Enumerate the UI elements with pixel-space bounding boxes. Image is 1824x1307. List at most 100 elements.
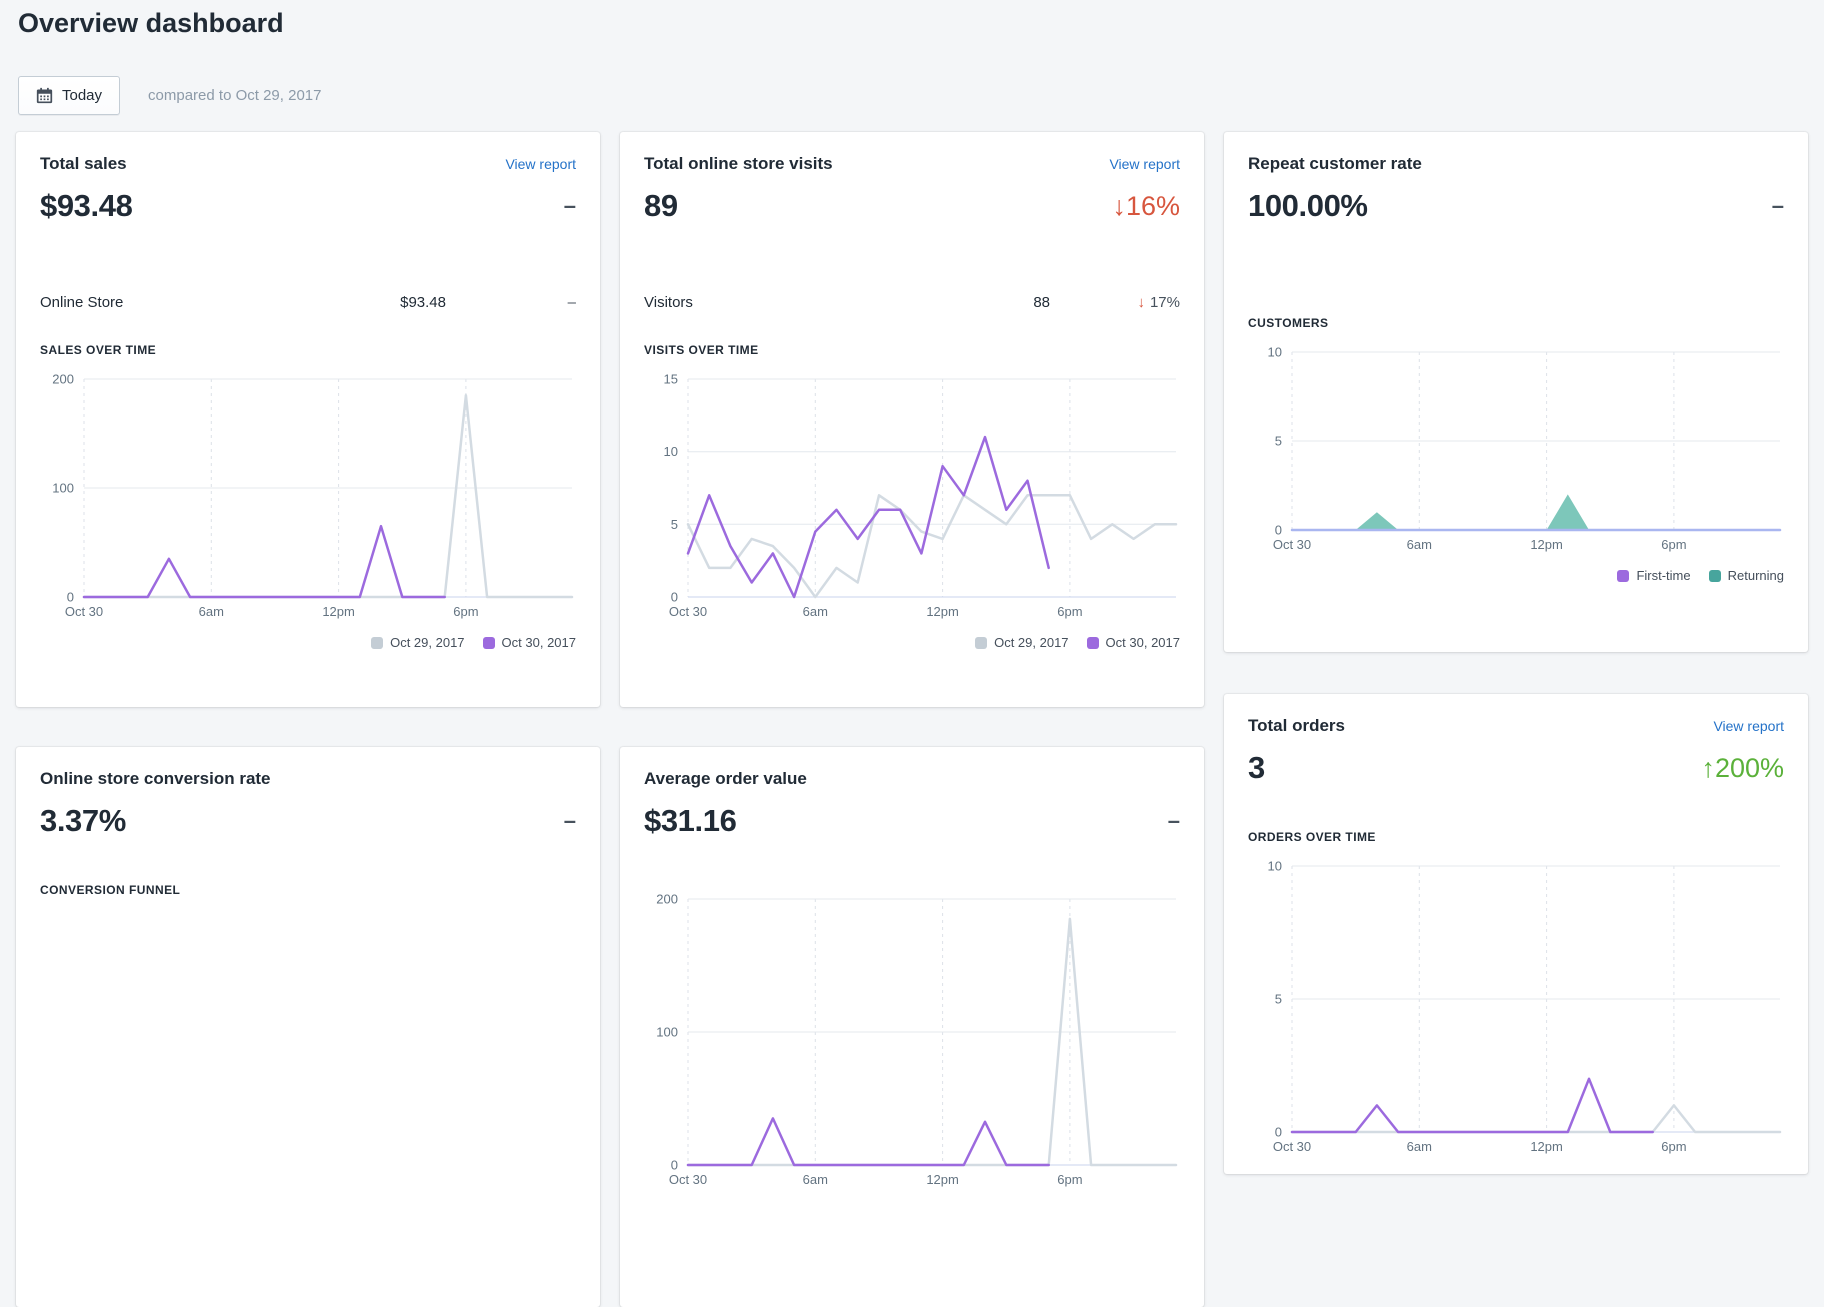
metric-delta: –: [563, 193, 576, 218]
board-column-2: Total online store visits View report 89…: [620, 132, 1204, 1307]
channel-delta: –: [567, 294, 576, 311]
visitors-value: 88: [1033, 294, 1050, 311]
chart-legend: Oct 29, 2017 Oct 30, 2017: [40, 635, 576, 650]
sales-over-time-chart: Oct 30 6am 12pm 6pm 0 100 200: [40, 371, 576, 623]
metric-value: 100.00%: [1248, 188, 1368, 223]
calendar-icon: [36, 87, 53, 104]
svg-text:Oct 30: Oct 30: [65, 604, 103, 619]
metric-value: 3.37%: [40, 803, 126, 838]
legend-swatch: [371, 636, 384, 649]
card-repeat-customer-rate: Repeat customer rate 100.00% – CUSTOMERS…: [1224, 132, 1808, 652]
metric-value: 3: [1248, 750, 1265, 785]
svg-text:6pm: 6pm: [1661, 537, 1686, 552]
card-online-store-visits: Total online store visits View report 89…: [620, 132, 1204, 707]
date-range-label: Today: [62, 87, 103, 104]
compare-text: compared to Oct 29, 2017: [148, 87, 322, 104]
svg-text:12pm: 12pm: [926, 1172, 959, 1187]
chart-legend: First-time Returning: [1248, 568, 1784, 583]
average-order-value-chart: Oct 30 6am 12pm 6pm 0 100 200: [644, 891, 1180, 1191]
svg-text:0: 0: [1275, 1125, 1282, 1140]
orders-over-time-chart: Oct 30 6am 12pm 6pm 0 5 10: [1248, 858, 1784, 1158]
legend-label: Oct 29, 2017: [390, 635, 465, 650]
svg-text:Oct 30: Oct 30: [1273, 537, 1311, 552]
svg-text:0: 0: [671, 590, 678, 605]
svg-text:12pm: 12pm: [926, 604, 959, 619]
section-label: ORDERS OVER TIME: [1248, 830, 1376, 844]
svg-text:200: 200: [656, 892, 678, 907]
svg-text:0: 0: [67, 590, 74, 605]
svg-text:6pm: 6pm: [1057, 604, 1082, 619]
card-title: Average order value: [644, 769, 807, 788]
visitors-label: Visitors: [644, 294, 693, 311]
card-title: Total online store visits: [644, 154, 833, 173]
svg-text:Oct 30: Oct 30: [669, 1172, 707, 1187]
chart-svg: Oct 30 6am 12pm 6pm 0 5 10 15: [664, 372, 1178, 619]
svg-text:6am: 6am: [1407, 1139, 1432, 1154]
down-arrow-icon: ↓: [1137, 294, 1145, 311]
board-column-1: Total sales View report $93.48 – Online …: [16, 132, 600, 1307]
metric-delta: –: [1771, 193, 1784, 218]
svg-text:10: 10: [1268, 859, 1282, 874]
svg-text:10: 10: [664, 444, 678, 459]
section-label: CONVERSION FUNNEL: [40, 883, 181, 897]
visitors-delta-pct: 17%: [1149, 294, 1180, 311]
view-report-link[interactable]: View report: [1713, 718, 1784, 734]
metric-value: 89: [644, 188, 678, 223]
date-range-button[interactable]: Today: [18, 76, 121, 115]
svg-text:12pm: 12pm: [322, 604, 355, 619]
customers-chart: Oct 30 6am 12pm 6pm 0 5 10: [1248, 344, 1784, 556]
chart-svg: Oct 30 6am 12pm 6pm 0 100 200: [656, 892, 1178, 1187]
svg-text:6am: 6am: [199, 604, 224, 619]
svg-text:5: 5: [1275, 992, 1282, 1007]
legend-swatch: [482, 636, 495, 649]
chart-svg: Oct 30 6am 12pm 6pm 0 5 10: [1268, 859, 1782, 1154]
legend-label: Returning: [1727, 568, 1784, 583]
chart-legend: Oct 29, 2017 Oct 30, 2017: [644, 635, 1180, 650]
page-title: Overview dashboard: [18, 8, 284, 38]
svg-text:Oct 30: Oct 30: [669, 604, 707, 619]
legend-label: Oct 29, 2017: [994, 635, 1069, 650]
svg-text:12pm: 12pm: [1530, 1139, 1563, 1154]
svg-text:5: 5: [1275, 434, 1282, 449]
view-report-link[interactable]: View report: [1109, 156, 1180, 172]
legend-label: First-time: [1636, 568, 1691, 583]
svg-text:100: 100: [656, 1025, 678, 1040]
legend-label: Oct 30, 2017: [1105, 635, 1180, 650]
card-title: Online store conversion rate: [40, 769, 271, 788]
section-label: SALES OVER TIME: [40, 343, 157, 357]
svg-text:12pm: 12pm: [1530, 537, 1563, 552]
legend-swatch: [1617, 569, 1630, 582]
legend-swatch: [1086, 636, 1099, 649]
legend-item: Returning: [1708, 568, 1784, 583]
svg-text:6pm: 6pm: [453, 604, 478, 619]
svg-text:5: 5: [671, 517, 678, 532]
metric-delta: ↓16%: [1112, 190, 1180, 221]
card-title: Total orders: [1248, 716, 1345, 735]
channel-row: Online Store $93.48 –: [40, 294, 576, 311]
visits-over-time-chart: Oct 30 6am 12pm 6pm 0 5 10 15: [644, 371, 1180, 623]
chart-svg: Oct 30 6am 12pm 6pm 0 100 200: [52, 372, 574, 619]
view-report-link[interactable]: View report: [505, 156, 576, 172]
svg-text:10: 10: [1268, 345, 1282, 360]
legend-item: Oct 30, 2017: [482, 635, 576, 650]
card-total-sales: Total sales View report $93.48 – Online …: [16, 132, 600, 707]
chart-svg: Oct 30 6am 12pm 6pm 0 5 10: [1268, 345, 1782, 552]
svg-text:0: 0: [671, 1158, 678, 1173]
visitors-delta: ↓ 17%: [1050, 294, 1180, 311]
svg-text:6am: 6am: [803, 604, 828, 619]
metric-delta: ↑200%: [1701, 752, 1784, 783]
board-column-3: Repeat customer rate 100.00% – CUSTOMERS…: [1224, 132, 1808, 1174]
legend-swatch: [1708, 569, 1721, 582]
cards-board: Total sales View report $93.48 – Online …: [16, 132, 1808, 1307]
card-total-orders: Total orders View report 3 ↑200% ORDERS …: [1224, 694, 1808, 1174]
section-label: VISITS OVER TIME: [644, 343, 759, 357]
legend-item: First-time: [1617, 568, 1691, 583]
svg-text:6am: 6am: [803, 1172, 828, 1187]
svg-text:200: 200: [52, 372, 74, 387]
dashboard-page: Overview dashboard Today compared to Oct…: [0, 6, 1824, 1307]
legend-item: Oct 29, 2017: [371, 635, 465, 650]
card-title: Repeat customer rate: [1248, 154, 1422, 173]
legend-label: Oct 30, 2017: [501, 635, 576, 650]
metric-value: $93.48: [40, 188, 133, 223]
legend-item: Oct 29, 2017: [975, 635, 1069, 650]
